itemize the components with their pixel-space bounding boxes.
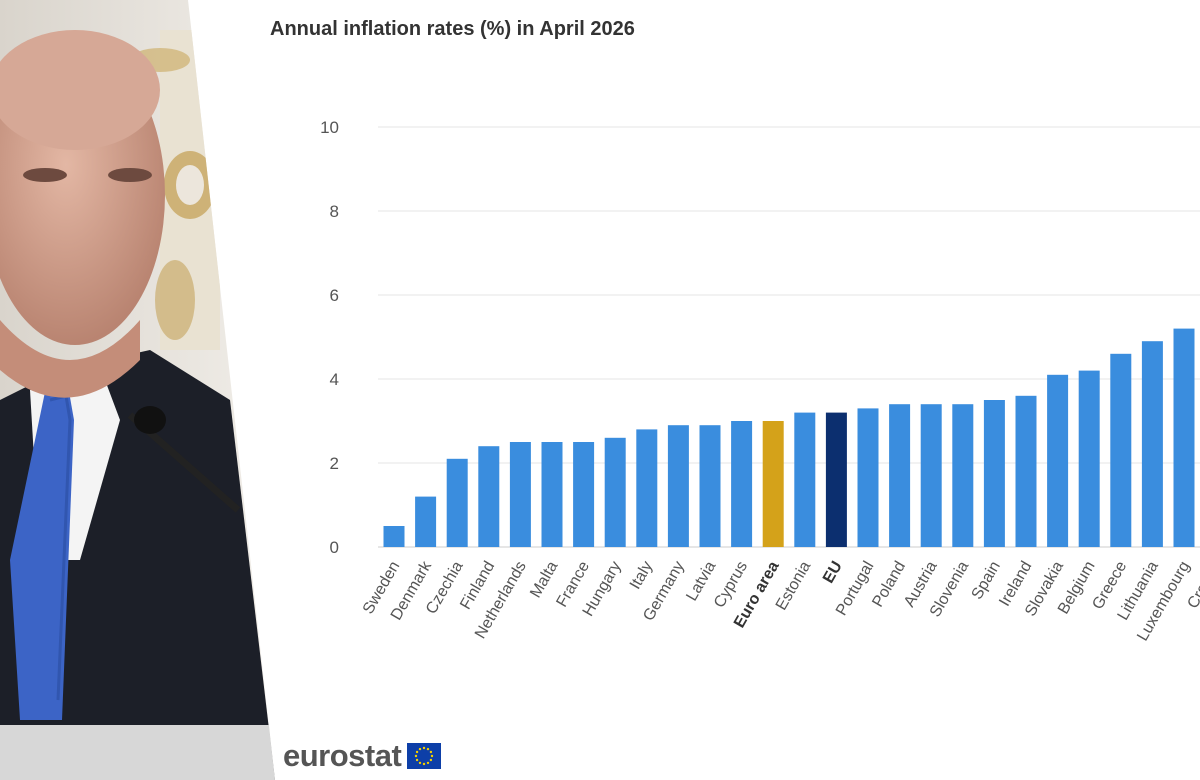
eurostat-logo: eurostat xyxy=(283,738,442,774)
bar-estonia[interactable] xyxy=(794,412,816,547)
x-tick-label: Malta xyxy=(527,558,561,600)
flag-star xyxy=(431,754,434,758)
bar-lithuania[interactable] xyxy=(1141,341,1163,547)
eu-flag-icon xyxy=(407,743,442,769)
bar-latvia[interactable] xyxy=(699,425,721,547)
bar-denmark[interactable] xyxy=(415,496,437,547)
flag-star xyxy=(416,758,419,762)
flag-star xyxy=(430,750,433,754)
bar-greece[interactable] xyxy=(1110,353,1132,547)
bar-poland[interactable] xyxy=(889,404,911,547)
bar-hungary[interactable] xyxy=(604,437,626,547)
bar-germany[interactable] xyxy=(667,425,689,547)
bar-luxembourg[interactable] xyxy=(1173,328,1195,547)
y-tick-label: 8 xyxy=(330,202,339,221)
bar-czechia[interactable] xyxy=(446,458,468,547)
y-tick-label: 10 xyxy=(320,118,339,137)
flag-star xyxy=(416,750,419,754)
bar-sweden[interactable] xyxy=(383,526,405,547)
bar-ireland[interactable] xyxy=(1015,395,1037,547)
flag-star xyxy=(427,747,430,751)
bar-eu[interactable] xyxy=(825,412,847,547)
bar-euro-area[interactable] xyxy=(762,421,784,547)
bar-cyprus[interactable] xyxy=(731,421,753,547)
flag-star xyxy=(419,747,422,751)
bar-france[interactable] xyxy=(573,442,595,547)
bar-finland[interactable] xyxy=(478,446,500,547)
flag-star xyxy=(430,758,433,762)
bar-belgium[interactable] xyxy=(1078,370,1100,547)
bar-slovakia[interactable] xyxy=(1047,374,1069,547)
y-tick-label: 2 xyxy=(330,454,339,473)
flag-star xyxy=(415,754,418,758)
y-tick-label: 4 xyxy=(330,370,339,389)
flag-star xyxy=(427,761,430,765)
x-tick-label: EU xyxy=(820,559,846,587)
bar-italy[interactable] xyxy=(636,429,658,547)
bar-netherlands[interactable] xyxy=(509,442,531,547)
bar-spain[interactable] xyxy=(983,400,1005,547)
bar-slovenia[interactable] xyxy=(952,404,974,547)
bar-malta[interactable] xyxy=(541,442,563,547)
speaker-photo xyxy=(0,0,275,780)
y-tick-label: 6 xyxy=(330,286,339,305)
eurostat-logo-text: eurostat xyxy=(283,738,402,773)
flag-star xyxy=(419,761,422,765)
chart-title: Annual inflation rates (%) in April 2026 xyxy=(270,18,635,40)
flag-star xyxy=(423,762,426,766)
x-tick-label: Italy xyxy=(627,559,656,593)
bar-portugal[interactable] xyxy=(857,408,879,547)
flag-star xyxy=(423,746,426,750)
y-tick-label: 0 xyxy=(330,538,339,557)
bar-austria[interactable] xyxy=(920,404,942,547)
